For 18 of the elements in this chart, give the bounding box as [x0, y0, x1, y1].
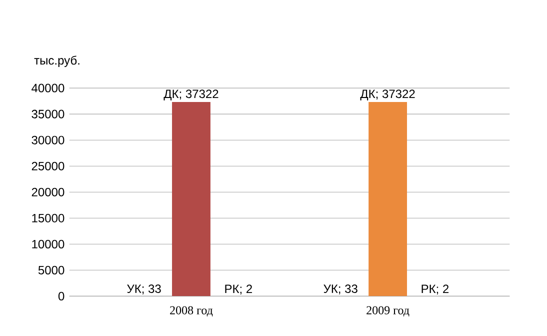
y-tick-label: 25000	[32, 162, 64, 170]
y-tick-label: 0	[58, 292, 64, 300]
data-label: РК; 2	[422, 284, 449, 294]
data-label: УК; 33	[324, 284, 358, 294]
data-label: ДК; 37322	[164, 90, 218, 100]
data-label: РК; 2	[225, 284, 252, 294]
y-tick-label: 35000	[32, 110, 64, 118]
x-tick-label: 2009 год	[366, 306, 410, 316]
x-tick-label: 2008 год	[170, 306, 213, 316]
data-label: УК; 33	[127, 284, 161, 294]
y-tick-label: 15000	[32, 214, 64, 222]
y-tick-label: 30000	[32, 136, 64, 144]
y-tick-label: 40000	[32, 84, 64, 92]
y-tick-label: 5000	[38, 266, 64, 274]
y-tick-label: 10000	[32, 240, 64, 248]
data-label: ДК; 37322	[360, 90, 415, 100]
y-tick-label: 20000	[32, 188, 64, 196]
y-axis-title: тыс.руб.	[34, 56, 80, 67]
